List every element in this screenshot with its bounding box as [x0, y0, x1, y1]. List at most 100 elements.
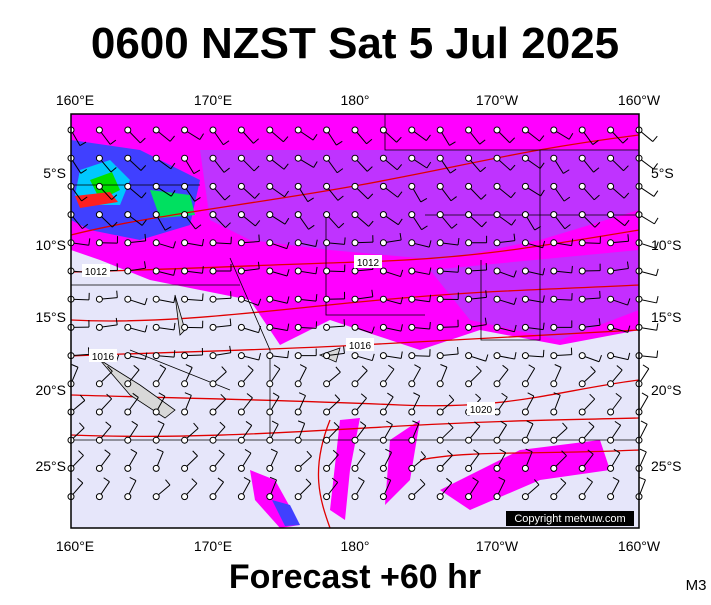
- station-circle: [238, 183, 244, 189]
- station-circle: [96, 381, 102, 387]
- station-circle: [352, 240, 358, 246]
- station-circle: [579, 296, 585, 302]
- station-circle: [466, 268, 472, 274]
- station-circle: [295, 494, 301, 500]
- station-circle: [437, 212, 443, 218]
- station-circle: [409, 127, 415, 133]
- station-circle: [267, 324, 273, 330]
- station-circle: [608, 127, 614, 133]
- isobar-label: 1016: [349, 341, 372, 352]
- station-circle: [409, 296, 415, 302]
- station-circle: [295, 296, 301, 302]
- station-circle: [437, 353, 443, 359]
- lat-label-left: 10°S: [35, 237, 66, 253]
- station-circle: [267, 268, 273, 274]
- station-circle: [238, 437, 244, 443]
- isobar-label: 1012: [85, 267, 108, 278]
- station-circle: [579, 409, 585, 415]
- station-circle: [437, 240, 443, 246]
- station-circle: [96, 240, 102, 246]
- title: 0600 NZST Sat 5 Jul 2025: [91, 19, 619, 68]
- station-circle: [551, 465, 557, 471]
- station-circle: [494, 212, 500, 218]
- station-circle: [466, 296, 472, 302]
- station-circle: [238, 409, 244, 415]
- lat-label-left: 15°S: [35, 309, 66, 325]
- station-circle: [96, 296, 102, 302]
- station-circle: [522, 353, 528, 359]
- station-circle: [210, 465, 216, 471]
- station-circle: [153, 240, 159, 246]
- station-circle: [238, 155, 244, 161]
- station-circle: [551, 296, 557, 302]
- station-circle: [182, 268, 188, 274]
- station-circle: [494, 465, 500, 471]
- station-circle: [466, 381, 472, 387]
- station-circle: [210, 353, 216, 359]
- station-circle: [380, 324, 386, 330]
- forecast-label: Forecast +60 hr: [229, 558, 481, 596]
- barb-flag: [345, 237, 346, 244]
- lon-label-top: 180°: [341, 92, 370, 108]
- station-circle: [579, 381, 585, 387]
- station-circle: [182, 324, 188, 330]
- station-circle: [437, 324, 443, 330]
- station-circle: [153, 465, 159, 471]
- station-circle: [182, 155, 188, 161]
- station-circle: [352, 296, 358, 302]
- station-circle: [238, 296, 244, 302]
- station-circle: [551, 409, 557, 415]
- station-circle: [153, 353, 159, 359]
- barb-flag: [642, 393, 648, 397]
- station-circle: [579, 353, 585, 359]
- station-circle: [238, 353, 244, 359]
- station-circle: [96, 212, 102, 218]
- lon-label-bottom: 170°E: [194, 538, 232, 554]
- station-circle: [295, 437, 301, 443]
- station-circle: [324, 212, 330, 218]
- station-circle: [295, 240, 301, 246]
- station-circle: [608, 494, 614, 500]
- station-circle: [267, 127, 273, 133]
- station-circle: [238, 240, 244, 246]
- station-circle: [96, 324, 102, 330]
- station-circle: [380, 240, 386, 246]
- station-circle: [238, 268, 244, 274]
- station-circle: [579, 155, 585, 161]
- station-circle: [380, 212, 386, 218]
- station-circle: [352, 465, 358, 471]
- station-circle: [608, 268, 614, 274]
- station-circle: [125, 381, 131, 387]
- station-circle: [522, 465, 528, 471]
- station-circle: [96, 183, 102, 189]
- barb-flag: [653, 136, 657, 141]
- station-circle: [295, 324, 301, 330]
- station-circle: [210, 437, 216, 443]
- station-circle: [466, 127, 472, 133]
- station-circle: [522, 494, 528, 500]
- lon-label-bottom: 160°W: [618, 538, 661, 554]
- station-circle: [295, 465, 301, 471]
- station-circle: [579, 268, 585, 274]
- station-circle: [522, 268, 528, 274]
- barb-flag: [628, 234, 629, 241]
- station-circle: [522, 127, 528, 133]
- station-circle: [466, 353, 472, 359]
- station-circle: [267, 353, 273, 359]
- lat-label-right: 20°S: [651, 382, 682, 398]
- station-circle: [295, 127, 301, 133]
- station-circle: [579, 494, 585, 500]
- station-circle: [608, 409, 614, 415]
- station-circle: [295, 183, 301, 189]
- station-circle: [494, 324, 500, 330]
- station-circle: [409, 155, 415, 161]
- barb-flag: [654, 191, 658, 197]
- station-circle: [352, 353, 358, 359]
- station-circle: [182, 296, 188, 302]
- station-circle: [125, 409, 131, 415]
- barb-flag: [657, 351, 658, 358]
- station-circle: [437, 465, 443, 471]
- station-circle: [466, 155, 472, 161]
- station-circle: [409, 437, 415, 443]
- barb-flag: [639, 477, 646, 480]
